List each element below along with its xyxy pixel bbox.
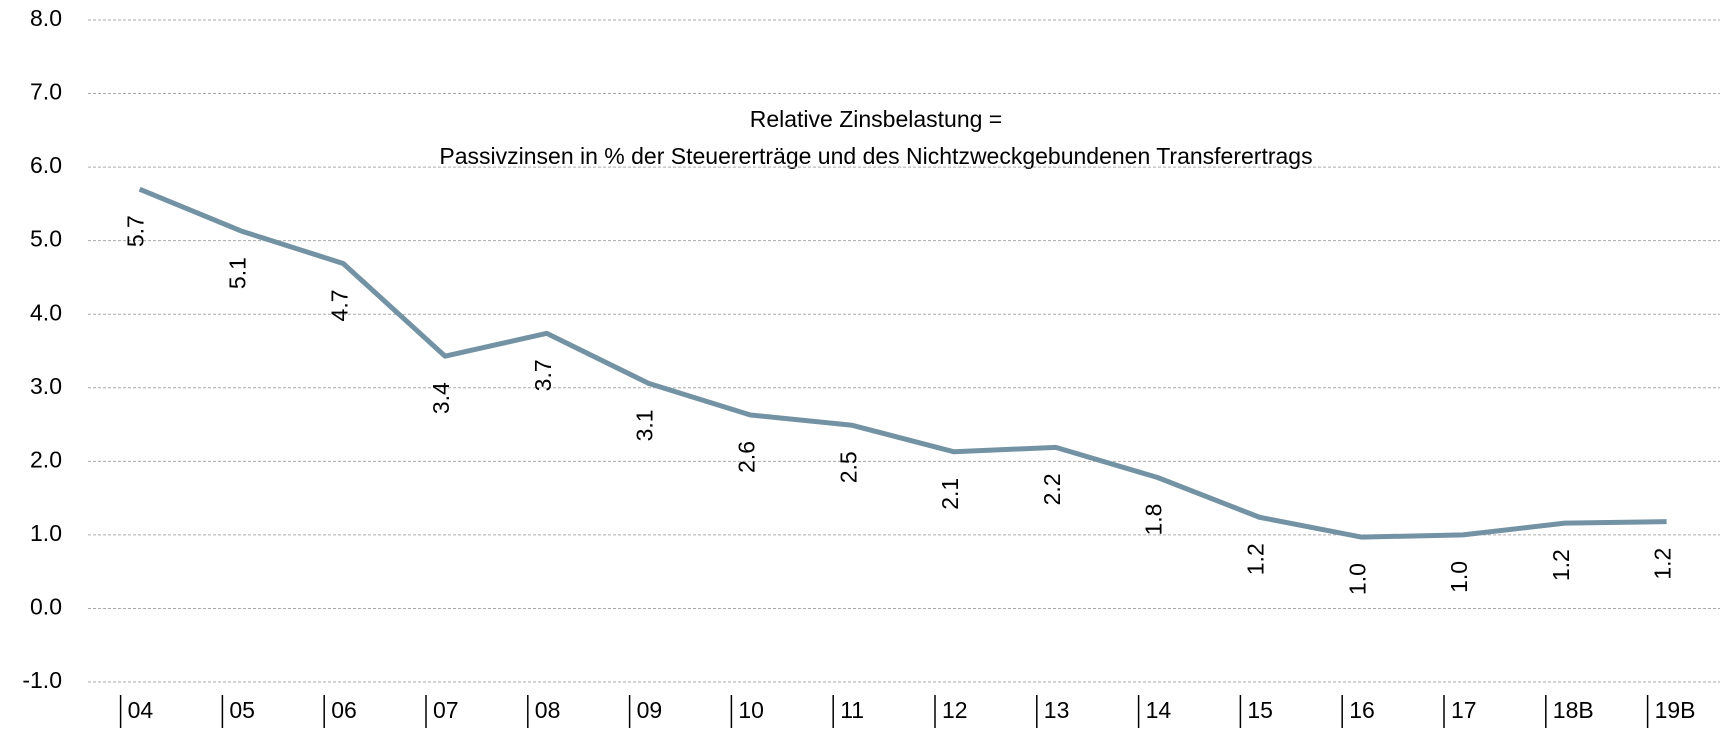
x-tick-label: 12 xyxy=(942,697,968,723)
data-label: 2.2 xyxy=(1039,473,1065,505)
x-tick-label: 04 xyxy=(128,697,154,723)
chart-title: Relative Zinsbelastung = xyxy=(750,106,1003,132)
x-tick-label: 14 xyxy=(1146,697,1172,723)
x-tick-label: 06 xyxy=(331,697,357,723)
y-tick-label: 4.0 xyxy=(30,299,62,325)
y-tick-label: 3.0 xyxy=(30,373,62,399)
x-tick-label: 15 xyxy=(1247,697,1273,723)
x-tick-label: 08 xyxy=(535,697,561,723)
data-label: 1.2 xyxy=(1242,543,1268,575)
data-label: 4.7 xyxy=(326,289,352,321)
data-label: 1.2 xyxy=(1548,549,1574,581)
x-tick-label: 17 xyxy=(1451,697,1477,723)
x-tick-label: 19B xyxy=(1655,697,1696,723)
x-tick-label: 18B xyxy=(1553,697,1594,723)
x-tick-label: 16 xyxy=(1349,697,1375,723)
data-label: 2.6 xyxy=(733,441,759,473)
data-label: 1.0 xyxy=(1344,563,1370,595)
data-label: 3.7 xyxy=(530,359,556,391)
data-label: 2.1 xyxy=(937,478,963,510)
y-tick-label: 1.0 xyxy=(30,520,62,546)
data-label: 2.5 xyxy=(835,451,861,483)
x-tick-label: 13 xyxy=(1044,697,1070,723)
data-label: 3.4 xyxy=(428,382,454,414)
data-line xyxy=(138,186,1667,540)
data-label: 3.1 xyxy=(632,409,658,441)
y-tick-label: 5.0 xyxy=(30,226,62,252)
data-label: 5.7 xyxy=(123,215,149,247)
x-tick-label: 10 xyxy=(738,697,764,723)
data-label: 5.1 xyxy=(224,257,250,289)
data-label: 1.8 xyxy=(1141,504,1167,536)
y-tick-label: 8.0 xyxy=(30,5,62,31)
y-tick-label: 7.0 xyxy=(30,79,62,105)
y-tick-label: 6.0 xyxy=(30,152,62,178)
x-tick-label: 07 xyxy=(433,697,459,723)
y-tick-label: -1.0 xyxy=(22,667,62,693)
data-label: 1.2 xyxy=(1650,548,1676,580)
y-tick-label: 2.0 xyxy=(30,446,62,472)
x-tick-label: 11 xyxy=(840,697,864,723)
data-label: 1.0 xyxy=(1446,561,1472,593)
chart-subtitle: Passivzinsen in % der Steuererträge und … xyxy=(439,143,1312,169)
y-tick-label: 0.0 xyxy=(30,594,62,620)
x-tick-label: 05 xyxy=(229,697,255,723)
x-tick-label: 09 xyxy=(637,697,663,723)
